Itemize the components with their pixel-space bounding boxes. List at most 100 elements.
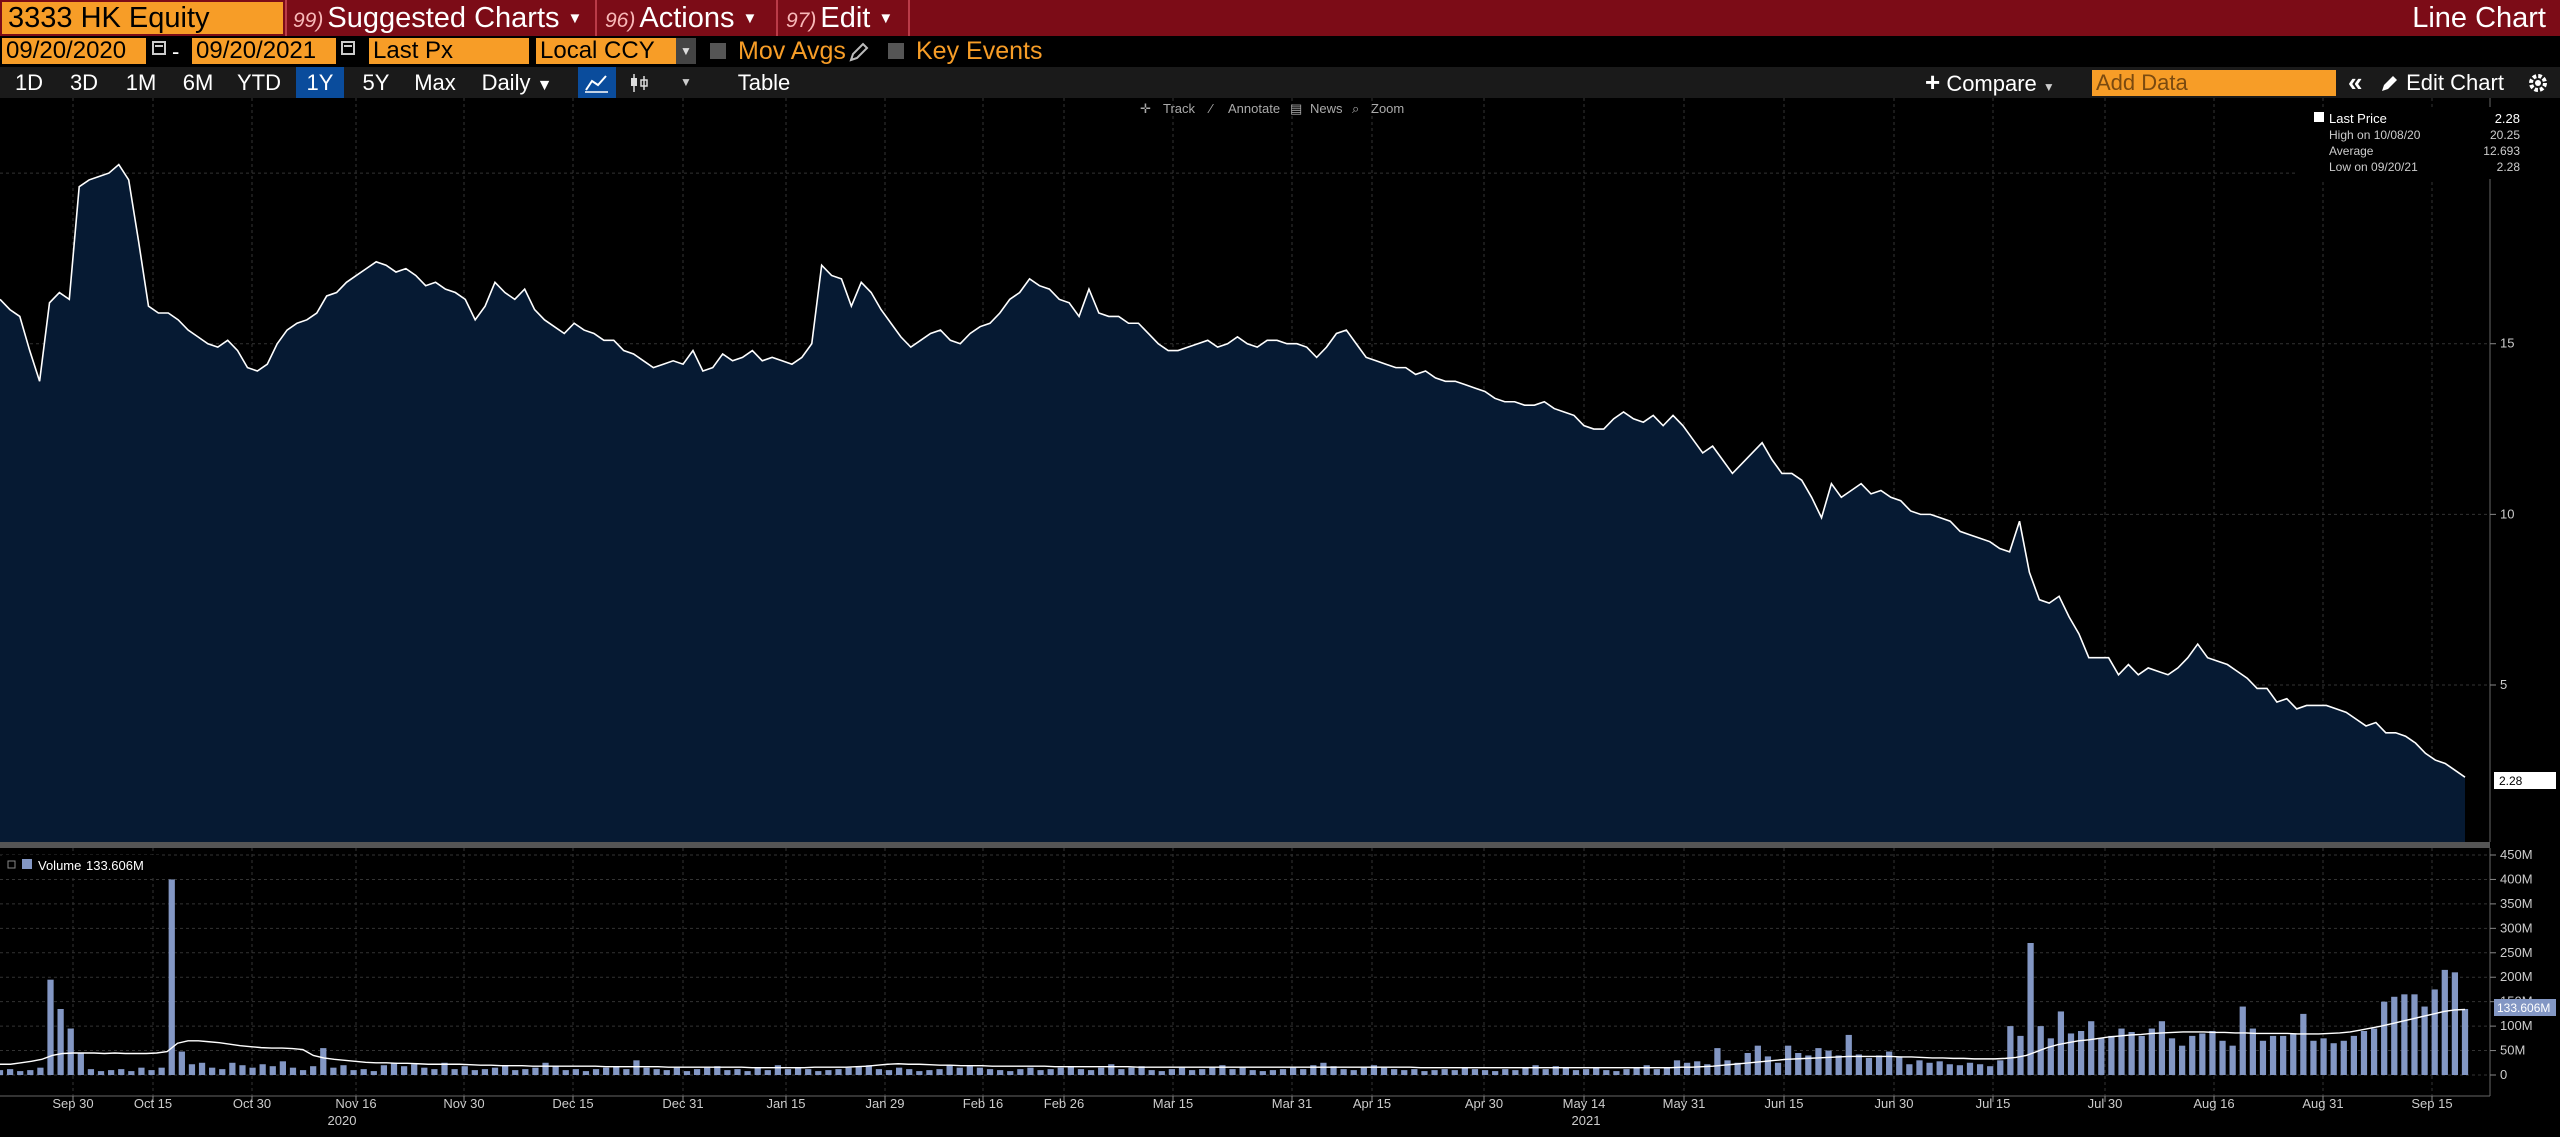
volume-bar	[1391, 1069, 1398, 1075]
end-date-field[interactable]: 09/20/2021	[192, 38, 336, 64]
volume-bar	[653, 1069, 660, 1075]
calendar-icon[interactable]	[152, 41, 166, 55]
volume-bar	[2027, 943, 2034, 1075]
volume-bar	[2199, 1033, 2206, 1075]
x-tick-label: Jul 15	[1976, 1096, 2011, 1111]
volume-tick-label: 50M	[2500, 1043, 2525, 1058]
volume-bar	[1138, 1066, 1145, 1075]
add-data-input[interactable]	[2092, 70, 2336, 96]
year-label: 2021	[1572, 1113, 1601, 1128]
actions-menu[interactable]: 96) Actions ▼	[605, 0, 757, 36]
annotate-icon: ⁄	[1207, 101, 1214, 116]
ticker-field[interactable]: 3333 HK Equity	[2, 2, 283, 34]
table-button[interactable]: Table	[737, 70, 791, 95]
volume-bar	[431, 1069, 438, 1075]
volume-bar	[400, 1066, 408, 1075]
volume-bar	[269, 1066, 276, 1075]
caret-down-icon: ▼	[2042, 80, 2055, 94]
pencil-icon	[2382, 76, 2397, 91]
calendar-icon[interactable]	[341, 41, 355, 55]
key-events-checkbox[interactable]	[888, 43, 904, 59]
volume-bar	[603, 1067, 610, 1075]
volume-bar	[1906, 1064, 1913, 1075]
volume-bar	[2179, 1045, 2186, 1075]
gear-icon[interactable]	[2526, 71, 2550, 95]
volume-bar	[2098, 1038, 2105, 1075]
volume-bar	[1229, 1069, 1236, 1075]
pane-divider[interactable]	[0, 842, 2490, 848]
key-events-label[interactable]: Key Events	[916, 37, 1043, 65]
candlestick-icon[interactable]	[620, 67, 658, 98]
period-6m[interactable]: 6M	[182, 70, 214, 95]
period-5y[interactable]: 5Y	[362, 70, 390, 95]
field-selector[interactable]: Last Px	[369, 38, 529, 64]
last-price-tag: 2.28	[2494, 772, 2556, 789]
volume-bar	[976, 1067, 984, 1075]
volume-bar	[512, 1070, 519, 1075]
volume-bar	[1936, 1061, 1943, 1075]
news-button[interactable]: News	[1310, 101, 1343, 116]
period-ytd[interactable]: YTD	[237, 70, 281, 95]
legend-label: Low on 09/20/21	[2329, 160, 2418, 174]
volume-bar	[188, 1064, 196, 1075]
volume-bar	[1512, 1070, 1519, 1075]
volume-bar	[1502, 1069, 1509, 1075]
collapse-icon[interactable]	[7, 860, 16, 869]
line-chart-icon[interactable]	[578, 67, 616, 98]
y-tick-label: 15	[2500, 336, 2514, 351]
volume-bar	[1158, 1071, 1165, 1075]
edit-chart-button[interactable]: Edit Chart	[2380, 67, 2504, 98]
x-tick-label: Dec 31	[662, 1096, 703, 1111]
volume-bar	[1461, 1067, 1468, 1075]
news-icon: ▤	[1290, 101, 1302, 116]
price-line	[0, 163, 2466, 778]
track-button[interactable]: Track	[1163, 101, 1196, 116]
period-1y[interactable]: 1Y	[296, 67, 344, 98]
volume-bar	[2391, 996, 2398, 1075]
period-1d[interactable]: 1D	[14, 70, 44, 95]
chevron-down-icon[interactable]: ▼	[676, 38, 696, 64]
volume-bar	[1350, 1070, 1357, 1075]
start-date-field[interactable]: 09/20/2020	[2, 38, 146, 64]
annotate-button[interactable]: Annotate	[1228, 101, 1280, 116]
volume-tick-label: 100M	[2500, 1018, 2533, 1033]
volume-bar	[1259, 1071, 1266, 1075]
edit-menu[interactable]: 97) Edit ▼	[786, 0, 893, 36]
volume-legend-background	[2, 855, 162, 875]
chevron-down-icon[interactable]: ▼	[680, 75, 692, 89]
currency-selector[interactable]: Local CCY	[536, 38, 676, 64]
volume-bar	[451, 1069, 458, 1075]
caret-down-icon: ▼	[878, 10, 894, 28]
volume-bar	[37, 1067, 44, 1075]
pencil-icon[interactable]	[848, 41, 870, 63]
legend-value: 2.28	[2495, 111, 2520, 126]
volume-bar	[1037, 1070, 1044, 1075]
volume-bar	[1542, 1069, 1549, 1075]
volume-bar	[754, 1067, 761, 1075]
volume-bar	[895, 1067, 903, 1075]
mov-avgs-label[interactable]: Mov Avgs	[738, 37, 846, 65]
period-1m[interactable]: 1M	[125, 70, 157, 95]
volume-legend: Volume 133.606M	[2, 855, 162, 875]
price-chart[interactable]: 5101520 ✛ Track ⁄ Annotate ▤ News ⌕ Zoom…	[0, 98, 2560, 1137]
volume-bars	[0, 879, 2469, 1075]
volume-bar	[926, 1070, 933, 1075]
zoom-button[interactable]: Zoom	[1371, 101, 1404, 116]
volume-bar	[2077, 1031, 2085, 1075]
x-tick-label: Jan 29	[865, 1096, 904, 1111]
period-max[interactable]: Max	[414, 70, 456, 95]
volume-bar	[704, 1067, 711, 1075]
volume-bar	[502, 1065, 509, 1075]
caret-down-icon: ▼	[742, 10, 758, 28]
period-3d[interactable]: 3D	[69, 70, 99, 95]
double-chevron-left-icon[interactable]: «	[2348, 67, 2363, 97]
mov-avgs-checkbox[interactable]	[710, 43, 726, 59]
x-tick-label: Sep 30	[52, 1096, 93, 1111]
volume-bar	[1785, 1045, 1792, 1075]
menu-separator	[285, 0, 287, 36]
suggested-charts-menu[interactable]: 99) Suggested Charts ▼	[293, 0, 582, 36]
volume-bar	[1956, 1065, 1963, 1075]
volume-bar	[2067, 1033, 2075, 1075]
frequency-selector[interactable]: Daily ▼	[472, 67, 562, 98]
compare-button[interactable]: + Compare ▼	[1925, 67, 2055, 98]
